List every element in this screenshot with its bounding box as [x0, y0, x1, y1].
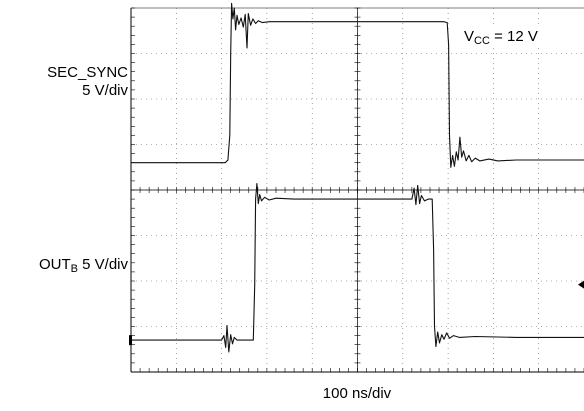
- series-label-out-b: OUTB 5 V/div: [20, 256, 128, 275]
- vcc-annotation: VCC = 12 V: [461, 28, 541, 47]
- trace-sec-sync: [131, 2, 584, 168]
- scope-markers: [129, 280, 584, 346]
- series-name-subscript: B: [70, 263, 78, 275]
- ground-marker-out-b: [129, 335, 132, 346]
- scope-traces: [131, 2, 584, 353]
- series-scale-sec-sync: 5 V/div: [82, 82, 128, 99]
- vcc-value: = 12 V: [489, 28, 538, 45]
- trace-out-b: [131, 183, 584, 353]
- series-label-sec-sync: SEC_SYNC 5 V/div: [20, 64, 128, 100]
- scope-grid: [130, 7, 584, 373]
- trigger-level-marker: [578, 280, 584, 289]
- series-scale-out-b: 5 V/div: [77, 256, 128, 273]
- series-name-out: OUT: [38, 256, 71, 273]
- x-axis-label: 100 ns/div: [322, 385, 392, 402]
- series-name-sec-sync: SEC_SYNC: [47, 64, 128, 81]
- vcc-subscript: CC: [474, 35, 490, 47]
- vcc-symbol: V: [464, 28, 475, 45]
